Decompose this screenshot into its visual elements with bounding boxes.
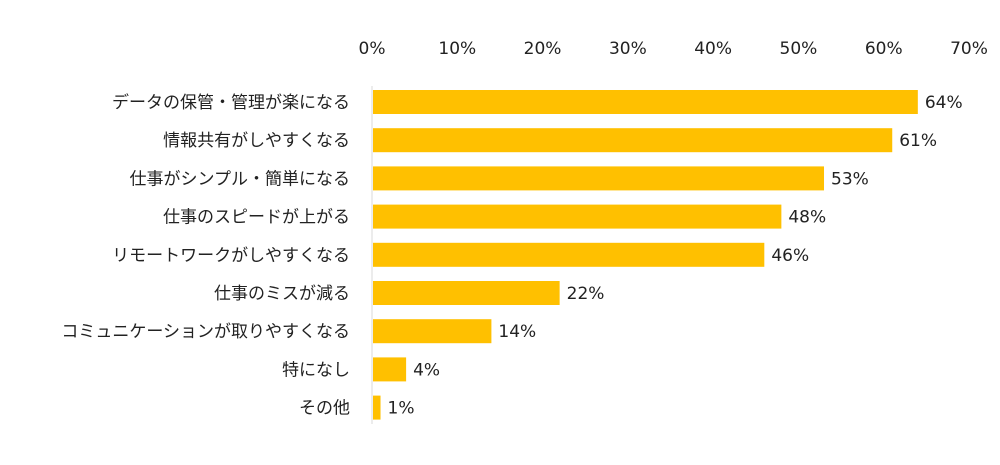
x-tick-label: 20% <box>524 39 562 59</box>
category-label: 仕事のミスが減る <box>214 284 350 304</box>
bar <box>373 128 893 153</box>
x-tick-label: 10% <box>438 39 476 59</box>
data-labels: 64% 61% 53%48% 46% 22% 14% 4% 1% <box>388 93 963 419</box>
bar <box>373 281 560 305</box>
category-label: 特になし <box>282 360 350 380</box>
x-tick-label: 0% <box>359 39 386 59</box>
category-label: 仕事のスピードが上がる <box>163 208 350 228</box>
x-tick-label: 40% <box>694 39 732 59</box>
bar <box>373 242 765 267</box>
bar <box>373 357 407 382</box>
category-labels: データの保管・管理が楽になる情報共有がしやすくなる仕事がシンプル・簡単になる仕事… <box>61 92 350 419</box>
data-label: 64% <box>925 93 963 113</box>
data-label: 48% <box>788 208 826 228</box>
bar <box>373 166 825 191</box>
bar <box>373 395 381 420</box>
data-label: 14% <box>498 322 536 342</box>
bar <box>373 319 492 344</box>
bar <box>373 204 782 229</box>
category-label: その他 <box>299 399 350 419</box>
category-label: 情報共有がしやすくなる <box>163 131 350 151</box>
data-label: 53% <box>831 169 869 189</box>
x-axis-tick-labels: 0% 10% 20% 30% 40% 50% 60% 70% <box>359 39 988 59</box>
data-label: 22% <box>567 284 605 304</box>
category-label: コミュニケーションが取りやすくなる <box>61 322 350 342</box>
x-tick-label: 60% <box>865 39 903 59</box>
data-label: 46% <box>771 246 809 266</box>
x-tick-label: 70% <box>950 39 988 59</box>
x-tick-label: 30% <box>609 39 647 59</box>
data-label: 4% <box>413 360 440 380</box>
x-tick-label: 50% <box>780 39 818 59</box>
data-label: 1% <box>388 399 415 419</box>
data-label: 61% <box>899 131 937 151</box>
category-label: 仕事がシンプル・簡単になる <box>130 169 351 189</box>
category-label: データの保管・管理が楽になる <box>112 92 350 113</box>
bars <box>373 90 918 420</box>
bar <box>373 90 918 114</box>
category-label: リモートワークがしやすくなる <box>112 246 350 266</box>
